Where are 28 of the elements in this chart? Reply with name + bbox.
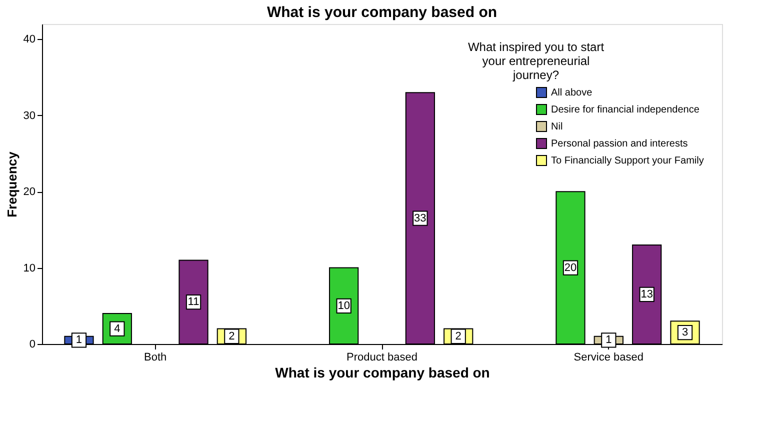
y-axis-title: Frequency: [4, 150, 20, 218]
x-tick-label: Service based: [574, 352, 644, 364]
y-tick-label: 20: [23, 186, 36, 198]
data-label: 33: [414, 212, 426, 224]
data-label: 3: [682, 326, 688, 339]
x-tick-label: Product based: [346, 352, 418, 364]
x-tick-label: Both: [144, 352, 167, 364]
legend-title: What inspired you to start your entrepreneurial journey?: [468, 40, 605, 82]
data-label: 4: [114, 322, 120, 335]
data-label: 11: [188, 296, 200, 308]
data-label: 10: [338, 300, 350, 312]
legend-label: Desire for financial independence: [551, 104, 700, 116]
chart-title: What is your company based on: [266, 4, 498, 21]
data-label: 2: [228, 330, 235, 342]
data-label: 1: [606, 334, 612, 346]
legend-label: All above: [551, 88, 593, 98]
data-label: 1: [76, 334, 82, 346]
legend-label: Personal passion and interests: [551, 138, 688, 150]
y-tick-label: 0: [29, 338, 36, 350]
x-axis-title: What is your company based on: [275, 364, 490, 380]
y-tick-label: 40: [23, 34, 36, 46]
data-label: 2: [455, 330, 462, 342]
legend-label: To Financially Support your Family: [551, 156, 704, 166]
y-tick-label: 10: [23, 262, 36, 274]
data-label: 13: [640, 288, 653, 300]
data-label: 20: [564, 262, 577, 274]
y-tick-label: 30: [23, 110, 36, 122]
legend-label: Nil: [551, 122, 563, 132]
